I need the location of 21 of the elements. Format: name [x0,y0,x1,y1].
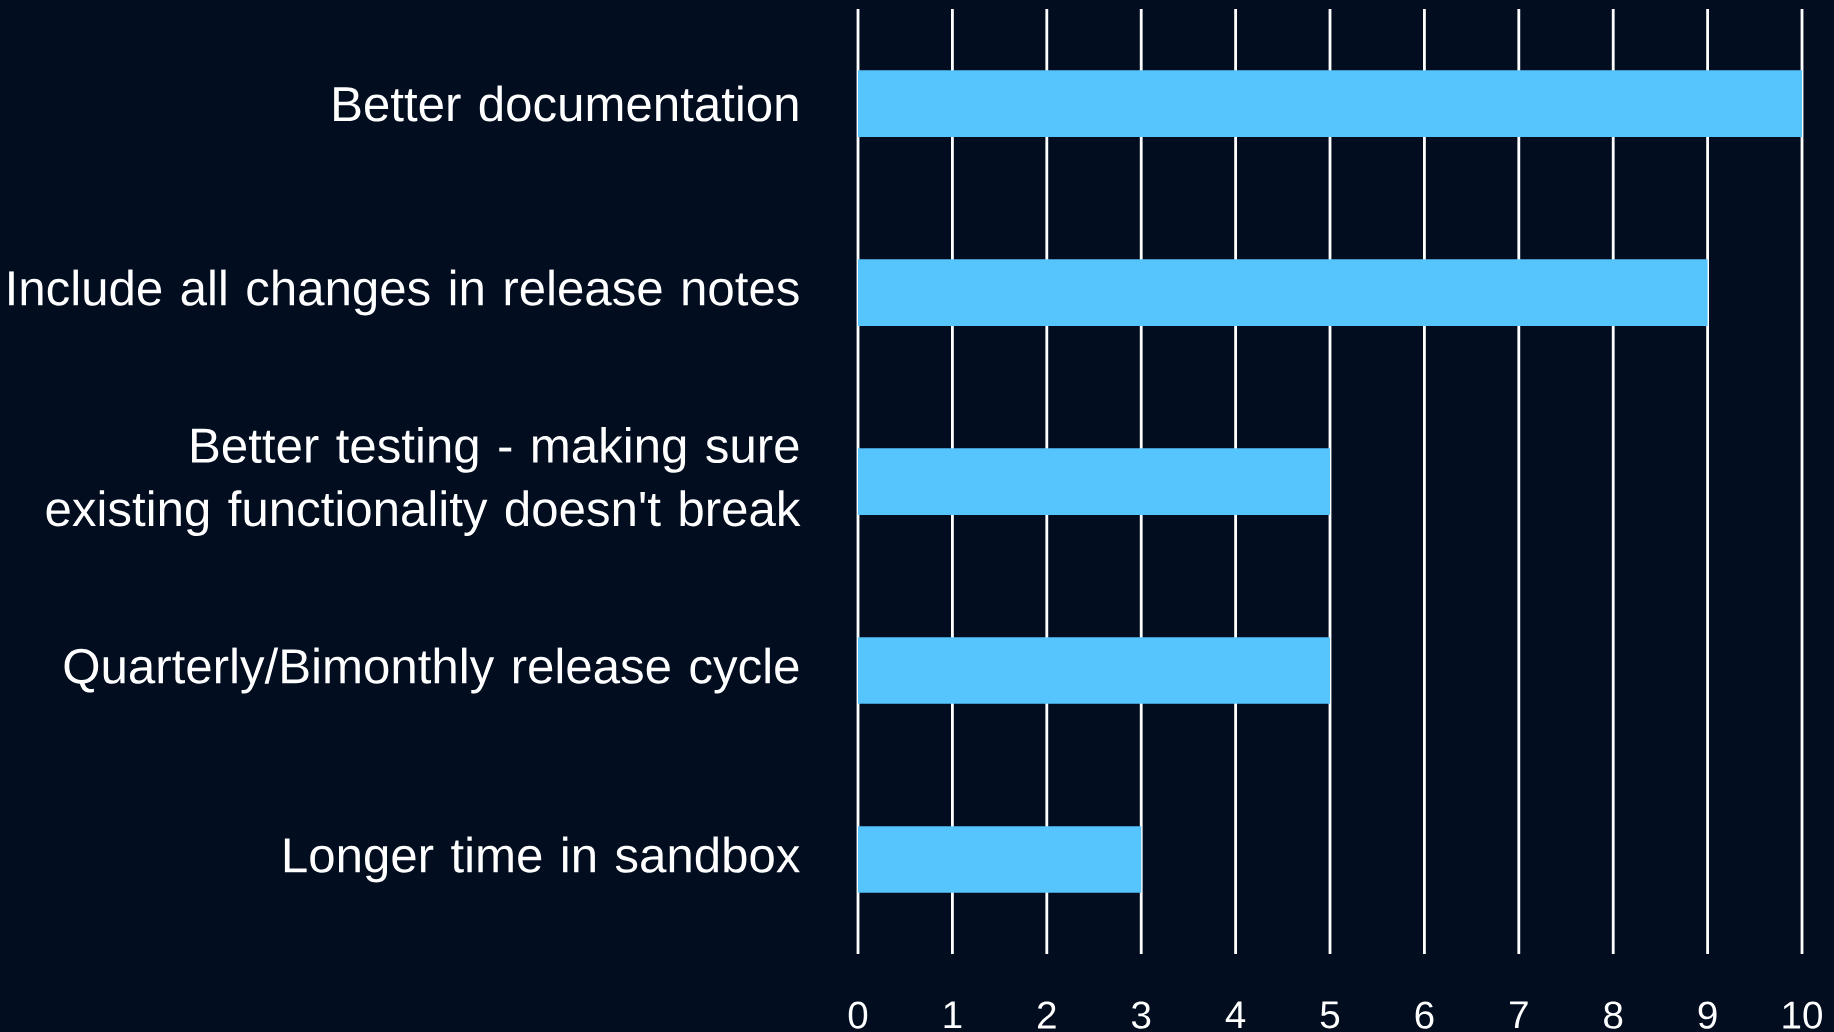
bar [858,637,1331,704]
y-tick-label: Include all changes in release notes [9,269,799,316]
bar [858,448,1331,515]
x-tick-label: 9 [1698,1001,1717,1029]
x-tick-label: 6 [1415,1001,1434,1029]
y-tick-label: Better testing - making sure existing functionality doesn't break [46,426,801,537]
x-tick-label: 4 [1225,1001,1246,1029]
bar [858,826,1142,893]
x-tick-label: 8 [1604,1001,1623,1029]
bar [858,259,1708,326]
x-tick-label: 7 [1510,1001,1528,1029]
y-tick-label: Longer time in sandbox [284,836,800,883]
x-tick-label: 1 [944,1001,962,1029]
y-tick-label: Better documentation [334,85,798,122]
x-tick-label: 3 [1131,1001,1151,1029]
x-tick-label: 10 [1783,1001,1822,1029]
bar [858,70,1803,137]
x-tick-label: 2 [1037,1001,1056,1029]
y-tick-label: Quarterly/Bimonthly release cycle [64,647,799,694]
x-tick-label: 5 [1320,1001,1340,1029]
x-tick-label: 0 [848,1001,868,1029]
